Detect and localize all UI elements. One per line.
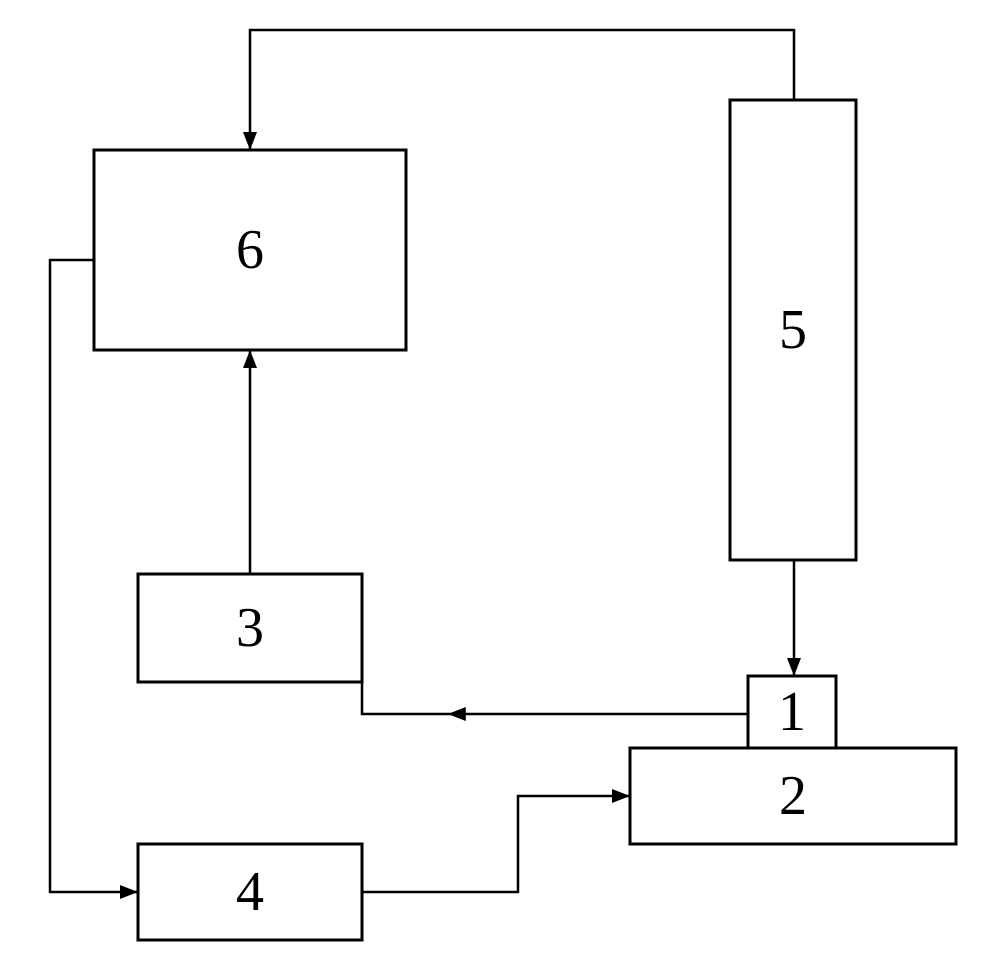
node-n4: 4 — [138, 844, 362, 940]
node-n3: 3 — [138, 574, 362, 682]
node-n2: 2 — [630, 748, 956, 844]
arrow-head — [120, 885, 138, 899]
edge-e_6_to_4 — [50, 260, 138, 892]
node-n6: 6 — [94, 150, 406, 350]
node-n1: 1 — [748, 676, 836, 748]
node-label-n5: 5 — [779, 299, 807, 361]
node-n5: 5 — [730, 100, 856, 560]
edge-e_1_to_3 — [362, 628, 752, 714]
arrow-head — [448, 707, 466, 721]
node-label-n3: 3 — [236, 597, 264, 659]
node-label-n4: 4 — [236, 861, 264, 923]
arrow-head — [787, 658, 801, 676]
arrow-head — [243, 350, 257, 368]
edge-e_4_to_2 — [362, 796, 630, 892]
edge-e_5_to_6 — [250, 30, 794, 150]
node-label-n6: 6 — [236, 219, 264, 281]
node-label-n2: 2 — [779, 765, 807, 827]
node-label-n1: 1 — [778, 681, 806, 743]
diagram-canvas: 1 2 3 4 5 6 — [0, 0, 1000, 962]
arrow-head — [243, 132, 257, 150]
arrow-head — [612, 789, 630, 803]
